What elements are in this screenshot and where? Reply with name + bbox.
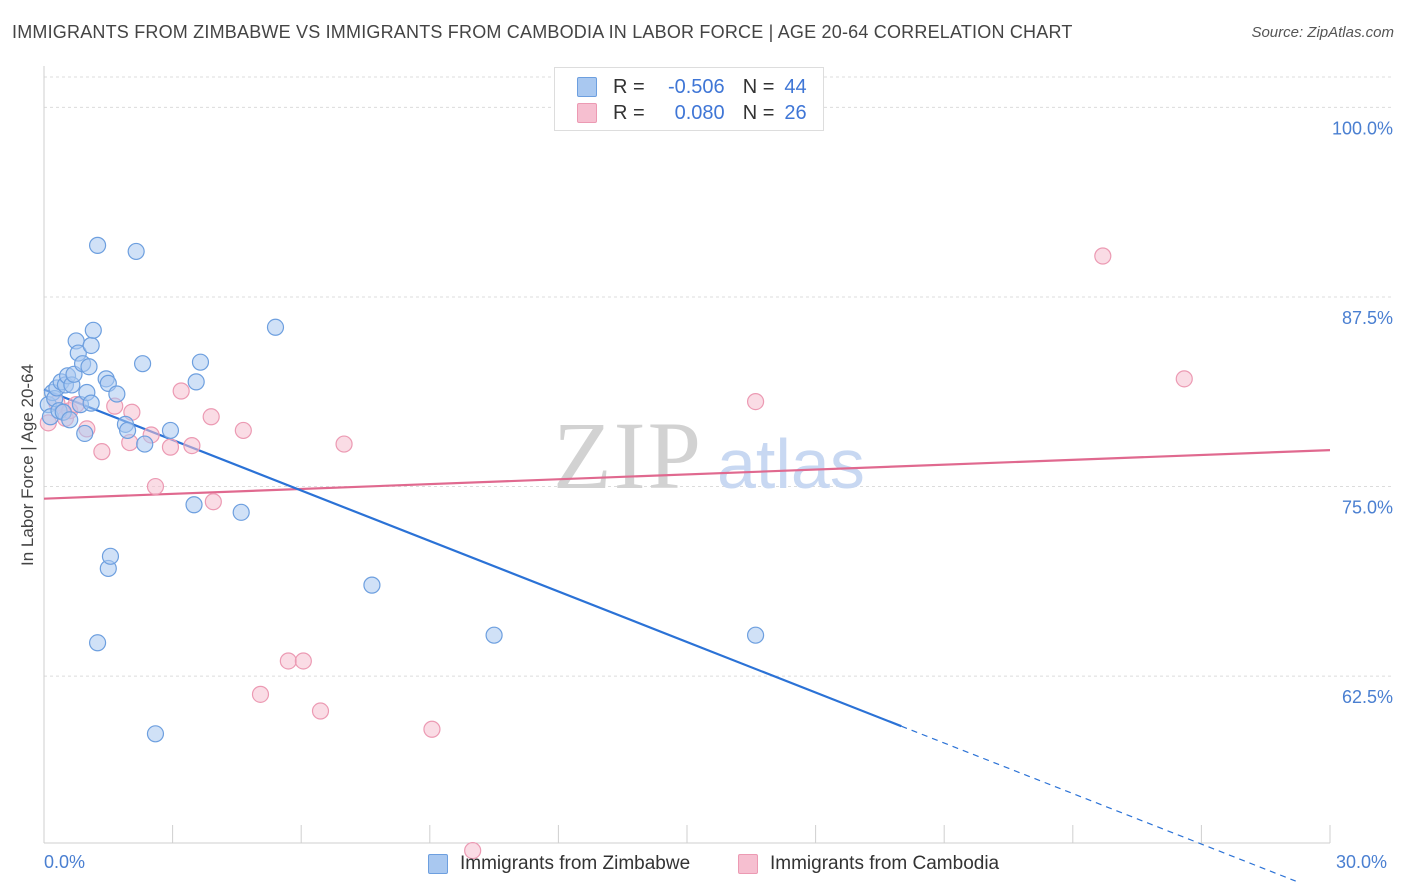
cambodia-point [204,493,222,511]
zimbabwe-point [80,358,98,376]
zimbabwe-point [61,411,79,429]
y-tick-label: 62.5% [1342,687,1393,707]
y-tick-label: 75.0% [1342,498,1393,518]
cambodia-trend-line [43,449,1331,500]
data-points [39,236,1193,860]
zimbabwe-point [363,576,381,594]
zimbabwe-r-value: -0.506 [667,75,725,98]
zimbabwe-point [266,318,285,336]
cambodia-legend-swatch [738,854,758,874]
zimbabwe-point [485,626,503,644]
zimbabwe-legend-label: Immigrants from Zimbabwe [460,853,691,874]
cambodia-point [746,393,765,411]
zimbabwe-point [84,321,102,339]
legend-row-zimbabwe: R = -0.506 N = 44 [577,74,807,100]
cambodia-point [234,421,252,440]
r-label: R = [613,101,645,124]
zimbabwe-point [746,626,765,644]
bottom-legend-zimbabwe: Immigrants from Zimbabwe [428,852,690,876]
zimbabwe-point [118,421,137,440]
zimbabwe-point [187,373,205,391]
n-label: N = [742,75,775,98]
cambodia-point [279,652,297,670]
chart-title: IMMIGRANTS FROM ZIMBABWE VS IMMIGRANTS F… [12,22,1073,42]
zimbabwe-swatch [577,77,597,97]
zimbabwe-point [82,394,100,412]
zimbabwe-point [161,421,180,440]
zimbabwe-point [76,424,94,443]
zimbabwe-point [133,355,152,373]
cambodia-point [294,652,312,670]
cambodia-point [172,382,190,400]
zimbabwe-point [108,385,126,403]
cambodia-point [423,720,441,738]
cambodia-legend-label: Immigrants from Cambodia [770,853,1000,874]
cambodia-point [251,685,270,703]
axes [43,66,1331,844]
r-label: R = [613,75,645,98]
cambodia-n-value: 26 [784,101,807,124]
cambodia-r-value: 0.080 [674,101,725,124]
y-tick-labels: 100.0% 87.5% 75.0% 62.5% [1332,118,1393,707]
cambodia-point [183,436,201,455]
x-tick-min: 0.0% [44,852,86,872]
watermark-zip: ZIP [553,402,703,509]
cambodia-point [311,702,330,720]
zimbabwe-point [88,634,107,652]
y-tick-label: 100.0% [1332,118,1393,138]
cambodia-point [1094,247,1112,265]
source-label: Source: ZipAtlas.com [1251,24,1394,41]
zimbabwe-point [136,435,154,453]
cambodia-swatch [577,103,597,123]
zimbabwe-point [146,725,165,743]
cambodia-point [1175,370,1193,388]
cambodia-point [146,477,165,496]
cambodia-point [464,841,482,860]
zimbabwe-point [101,547,120,565]
y-tick-label: 87.5% [1342,308,1393,328]
correlation-legend: R = -0.506 N = 44 R = 0.080 N = 26 [554,67,824,131]
zimbabwe-point [82,336,100,355]
zimbabwe-n-value: 44 [784,75,807,98]
n-label: N = [742,101,775,124]
watermark-atlas: atlas [717,425,865,503]
cambodia-point [335,435,353,453]
cambodia-point [202,408,220,426]
cambodia-point [161,438,180,456]
zimbabwe-point [88,236,107,254]
zimbabwe-point [185,496,203,514]
zimbabwe-point [191,353,210,371]
zimbabwe-point [232,503,250,521]
zimbabwe-legend-swatch [428,854,448,874]
zimbabwe-point [127,242,145,261]
legend-row-cambodia: R = 0.080 N = 26 [577,100,807,126]
watermark: ZIP atlas [553,402,865,509]
x-tick-max: 30.0% [1336,852,1388,872]
zimbabwe-trend-extension [901,725,1296,882]
cambodia-point [93,443,111,461]
bottom-legend-cambodia: Immigrants from Cambodia [738,852,999,876]
